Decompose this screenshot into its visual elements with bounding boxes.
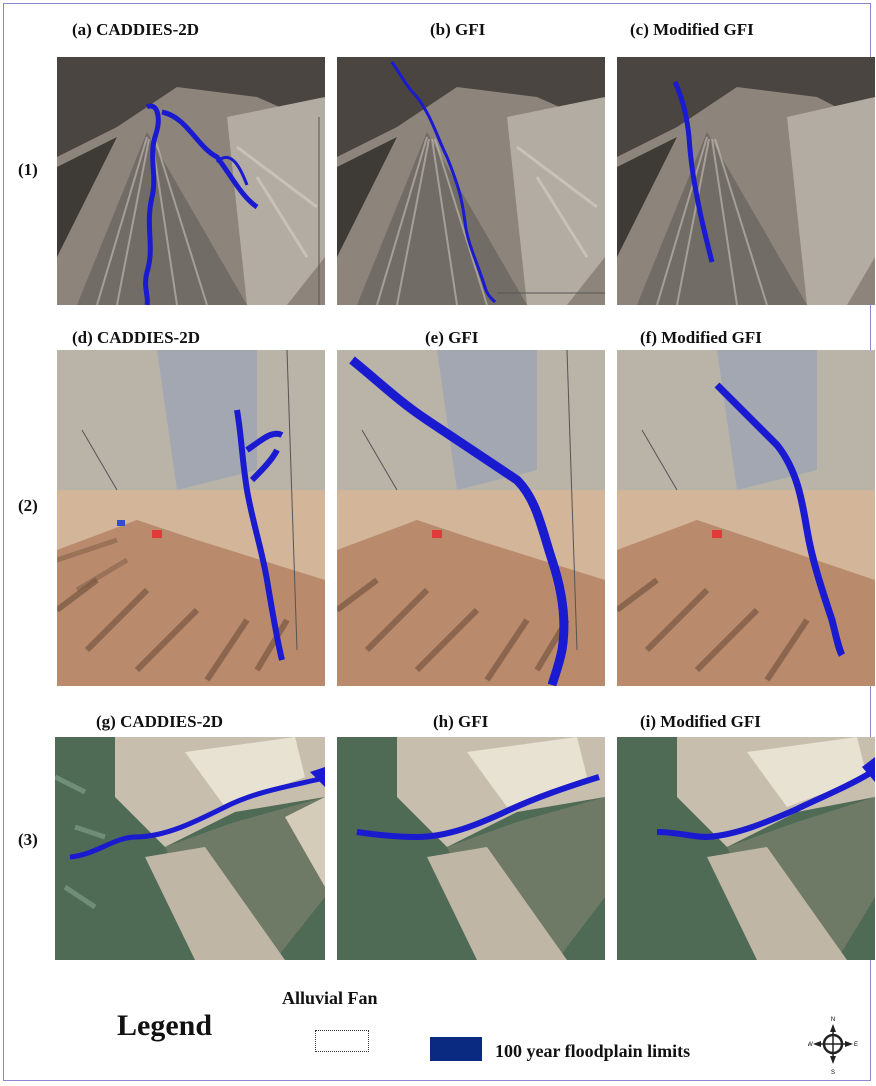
panel-title-g: (g) CADDIES-2D [96, 712, 224, 731]
map-panel-d [57, 350, 325, 686]
panel-title-e: (e) GFI [425, 328, 479, 347]
floodplain-swatch [430, 1037, 482, 1061]
map-panel-i [617, 737, 875, 960]
panel-title-f: (f) Modified GFI [640, 328, 762, 347]
panel-title-h: (h) GFI [433, 712, 489, 731]
map-panel-f [617, 350, 875, 686]
row-label-3: (3) [18, 830, 38, 849]
panel-title-a: (a) CADDIES-2D [72, 20, 200, 39]
map-panel-e [337, 350, 605, 686]
panel-title-i: (i) Modified GFI [640, 712, 761, 731]
compass-n: N [831, 1017, 835, 1023]
row-label-1: (1) [18, 160, 38, 179]
panel-title-d: (d) CADDIES-2D [72, 328, 200, 347]
compass-s: S [831, 1070, 835, 1076]
panel-title-c: (c) Modified GFI [630, 20, 754, 39]
map-panel-a [57, 57, 325, 305]
legend-title: Legend [117, 1009, 213, 1042]
compass-rose-icon: N S W E [807, 1012, 858, 1076]
map-panel-g [55, 737, 325, 960]
compass-e: E [854, 1042, 858, 1048]
row-label-2: (2) [18, 496, 38, 515]
map-panel-c [617, 57, 875, 305]
map-panel-b [337, 57, 605, 305]
map-panel-h [337, 737, 605, 960]
compass-w: W [808, 1042, 813, 1048]
panel-title-b: (b) GFI [430, 20, 486, 39]
alluvial-fan-swatch [315, 1030, 369, 1052]
alluvial-fan-label: Alluvial Fan [282, 988, 378, 1008]
floodplain-label: 100 year floodplain limits [495, 1041, 691, 1061]
